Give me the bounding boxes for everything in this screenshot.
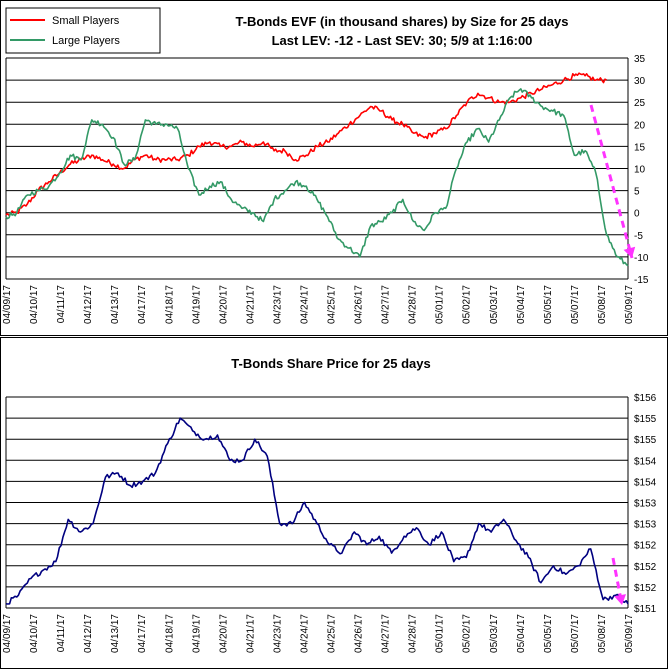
chart1-legend bbox=[5, 7, 161, 54]
chart2-ytick-label: $151 bbox=[634, 604, 657, 615]
chart2-ytick-label: $153 bbox=[634, 499, 657, 510]
chart1-ytick-label: 10 bbox=[634, 165, 646, 176]
chart1-title: T-Bonds EVF (in thousand shares) by Size… bbox=[235, 14, 568, 29]
chart2-ytick-label: $152 bbox=[634, 541, 657, 552]
trend-arrow-head bbox=[623, 246, 636, 258]
chart1-ytick-label: 35 bbox=[634, 54, 646, 65]
chart1-xtick-label: 05/05/17 bbox=[543, 285, 554, 324]
chart2-xtick-label: 05/01/17 bbox=[435, 614, 446, 653]
chart1-xtick-label: 05/01/17 bbox=[435, 285, 446, 324]
chart1-xtick-label: 04/27/17 bbox=[381, 285, 392, 324]
chart1-xtick-label: 04/19/17 bbox=[191, 285, 202, 324]
chart1-xtick-label: 04/21/17 bbox=[245, 285, 256, 324]
chart1-xtick-label: 04/28/17 bbox=[408, 285, 419, 324]
chart1-ytick-label: 5 bbox=[634, 187, 640, 198]
chart2-ytick-label: $155 bbox=[634, 414, 657, 425]
series-line-price bbox=[5, 417, 629, 605]
chart2-ytick-label: $155 bbox=[634, 435, 657, 446]
chart1-xtick-label: 04/18/17 bbox=[164, 285, 175, 324]
chart1-xtick-label: 05/08/17 bbox=[597, 285, 608, 324]
chart2-ytick-label: $153 bbox=[634, 520, 657, 531]
chart2-xtick-label: 04/24/17 bbox=[299, 614, 310, 653]
chart1-xtick-label: 05/03/17 bbox=[489, 285, 500, 324]
series-line-large-players bbox=[5, 88, 629, 267]
chart2-xtick-label: 04/19/17 bbox=[191, 614, 202, 653]
chart2-xtick-label: 04/27/17 bbox=[381, 614, 392, 653]
chart1-xtick-label: 04/10/17 bbox=[29, 285, 40, 324]
chart1-xtick-label: 04/24/17 bbox=[299, 285, 310, 324]
chart2-xtick-label: 05/09/17 bbox=[624, 614, 635, 653]
chart1-ytick-label: 15 bbox=[634, 142, 646, 153]
chart1-xtick-label: 04/12/17 bbox=[83, 285, 94, 324]
chart1-xtick-label: 04/23/17 bbox=[272, 285, 283, 324]
chart1-ytick-label: -10 bbox=[634, 253, 649, 264]
chart2-ytick-label: $152 bbox=[634, 583, 657, 594]
chart1-xtick-label: 04/13/17 bbox=[110, 285, 121, 324]
chart2-xtick-label: 04/26/17 bbox=[354, 614, 365, 653]
chart2-xtick-label: 05/07/17 bbox=[570, 614, 581, 653]
chart2-xtick-label: 05/02/17 bbox=[462, 614, 473, 653]
chart1-xtick-label: 04/26/17 bbox=[354, 285, 365, 324]
chart2-xtick-label: 05/04/17 bbox=[516, 614, 527, 653]
chart1-xtick-label: 04/09/17 bbox=[2, 285, 13, 324]
chart2-xtick-label: 04/13/17 bbox=[110, 614, 121, 653]
chart2-xtick-label: 04/18/17 bbox=[164, 614, 175, 653]
trend-arrow-shaft bbox=[589, 104, 634, 259]
chart2-ytick-label: $154 bbox=[634, 477, 657, 488]
chart1-xtick-label: 04/20/17 bbox=[218, 285, 229, 324]
legend-label-large-players: Large Players bbox=[52, 35, 120, 47]
chart2-xtick-label: 04/23/17 bbox=[272, 614, 283, 653]
chart2-ytick-label: $156 bbox=[634, 393, 657, 404]
chart1-ytick-label: -15 bbox=[634, 275, 649, 286]
chart1-xtick-label: 05/09/17 bbox=[624, 285, 635, 324]
chart2-trend-arrow bbox=[611, 557, 626, 606]
chart2-xtick-label: 04/25/17 bbox=[327, 614, 338, 653]
chart1-ytick-label: 25 bbox=[634, 98, 646, 109]
chart2-xtick-label: 04/17/17 bbox=[137, 614, 148, 653]
chart1-ytick-label: 30 bbox=[634, 76, 646, 87]
chart2-title: T-Bonds Share Price for 25 days bbox=[231, 356, 430, 371]
chart2-xtick-label: 04/09/17 bbox=[2, 614, 13, 653]
chart2-xtick-label: 04/12/17 bbox=[83, 614, 94, 653]
chart2-xtick-label: 05/03/17 bbox=[489, 614, 500, 653]
chart2-xtick-label: 04/11/17 bbox=[56, 614, 67, 653]
chart1-xtick-label: 05/04/17 bbox=[516, 285, 527, 324]
chart2-xtick-label: 05/05/17 bbox=[543, 614, 554, 653]
chart2-xtick-label: 04/28/17 bbox=[408, 614, 419, 653]
chart1-xtick-label: 05/07/17 bbox=[570, 285, 581, 324]
trend-arrow-head bbox=[614, 594, 626, 605]
chart1-ytick-label: -5 bbox=[634, 231, 643, 242]
chart2-ytick-label: $152 bbox=[634, 562, 657, 573]
chart2-xtick-label: 04/10/17 bbox=[29, 614, 40, 653]
chart1-ytick-label: 0 bbox=[634, 209, 640, 220]
chart1-subtitle: Last LEV: -12 - Last SEV: 30; 5/9 at 1:1… bbox=[272, 33, 533, 48]
chart1-xtick-label: 05/02/17 bbox=[462, 285, 473, 324]
chart1-xtick-label: 04/11/17 bbox=[56, 285, 67, 324]
chart1-trend-arrow bbox=[589, 104, 636, 259]
chart1-xtick-label: 04/17/17 bbox=[137, 285, 148, 324]
legend-label-small-players: Small Players bbox=[52, 15, 120, 27]
chart2-xtick-label: 05/08/17 bbox=[597, 614, 608, 653]
chart2-xtick-label: 04/21/17 bbox=[245, 614, 256, 653]
chart1-ytick-label: 20 bbox=[634, 120, 646, 131]
chart2-ytick-label: $154 bbox=[634, 456, 657, 467]
chart2-xtick-label: 04/20/17 bbox=[218, 614, 229, 653]
chart1-xtick-label: 04/25/17 bbox=[327, 285, 338, 324]
